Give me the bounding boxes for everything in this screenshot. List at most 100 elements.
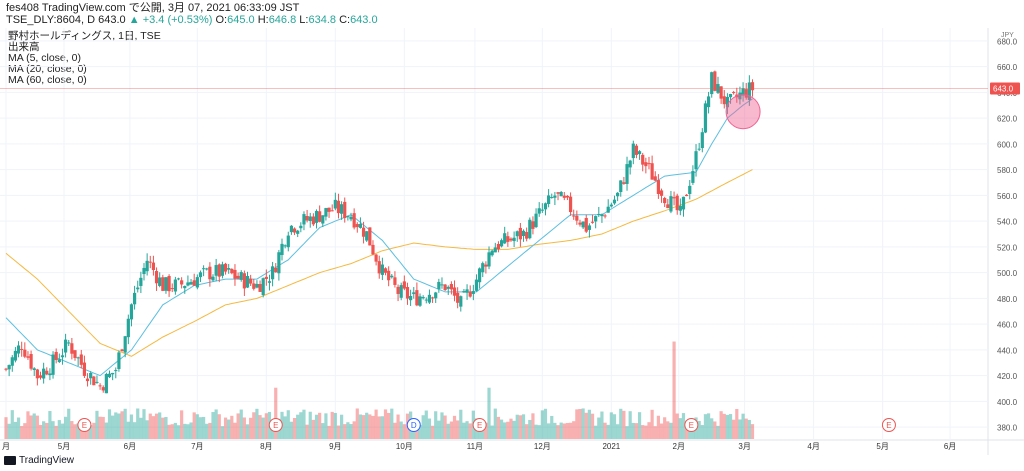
candle-body (10, 357, 14, 366)
candle-body (340, 204, 344, 214)
candle-body (478, 268, 482, 283)
volume-bar (302, 409, 306, 439)
candle-body (625, 164, 629, 184)
volume-bar (663, 417, 667, 439)
candle-body (644, 162, 648, 167)
candle-body (89, 372, 93, 379)
volume-bar (575, 409, 579, 439)
volume-bar (32, 413, 36, 439)
candle-body (236, 275, 240, 279)
candle-body (691, 171, 695, 183)
volume-bar (716, 425, 720, 439)
symbol: TSE_DLY:8604, D (6, 14, 96, 26)
volume-bar (73, 424, 77, 439)
candle-body (556, 192, 560, 194)
volume-bar (396, 414, 400, 439)
volume-bar (735, 408, 739, 439)
legend-ma60[interactable]: MA (60, close, 0) (8, 74, 87, 86)
volume-bar (161, 417, 165, 439)
candle-body (474, 279, 479, 291)
candle-body (409, 295, 413, 301)
volume-bar (647, 422, 651, 439)
volume-bar (89, 425, 93, 439)
candle-body (242, 273, 246, 289)
candle-body (647, 163, 651, 165)
candle-body (158, 277, 162, 286)
candle-body (694, 151, 698, 170)
volume-bar (16, 417, 21, 439)
event-marker (406, 418, 421, 432)
candle-body (713, 71, 717, 91)
candle-body (578, 222, 582, 225)
volume-bar (299, 412, 303, 439)
candle-body (493, 247, 497, 253)
volume-bar (669, 422, 673, 439)
open-label: O: (215, 14, 228, 26)
candle-body (76, 357, 80, 359)
candle-body (681, 196, 686, 210)
volume-bar (202, 416, 206, 439)
candle-body (719, 86, 723, 99)
candle-body (67, 342, 71, 344)
volume-bar (650, 409, 654, 439)
volume-bar (653, 426, 657, 439)
volume-bar (496, 416, 501, 439)
volume-bar (456, 420, 460, 439)
candle-body (145, 260, 149, 272)
volume-bar (104, 422, 108, 439)
candle-body (299, 225, 303, 229)
volume-bar (531, 413, 535, 439)
candle-body (198, 272, 203, 278)
candle-body (468, 291, 472, 297)
volume-bar (13, 421, 18, 439)
volume-bar (452, 415, 457, 439)
candle-body (23, 349, 27, 357)
volume-bar (603, 422, 607, 439)
volume-bar (434, 411, 438, 439)
event-marker (472, 418, 487, 432)
y-tick-label: 420.0 (997, 372, 1018, 381)
volume-bar (616, 424, 620, 439)
volume-bar (490, 425, 494, 439)
volume-bar (252, 412, 256, 439)
legend-ma5[interactable]: MA (5, close, 0) (8, 52, 81, 64)
volume-bar (67, 408, 71, 439)
volume-bar (568, 422, 573, 439)
candle-body (528, 219, 532, 239)
ma20-line (5, 98, 753, 377)
candle-body (274, 267, 278, 273)
volume-bar (173, 422, 177, 439)
candle-body (559, 191, 563, 197)
legend-title[interactable]: 野村ホールディングス, 1日, TSE (8, 30, 161, 42)
volume-bar (255, 408, 259, 439)
x-tick-label: 9月 (329, 442, 341, 451)
volume-bar (340, 414, 344, 439)
candle-body (622, 182, 626, 184)
high-label: H: (257, 14, 269, 26)
volume-bar (170, 424, 174, 439)
close-value: 643.0 (350, 14, 378, 26)
x-tick-label: 6月 (944, 442, 956, 451)
candle-body (738, 92, 742, 100)
candle-body (421, 297, 425, 299)
candle-body (437, 281, 441, 289)
candle-body (650, 163, 654, 180)
volume-bar (167, 424, 171, 439)
candle-body (333, 199, 337, 209)
tradingview-watermark: TradingView (4, 455, 74, 466)
legend-volume[interactable]: 出来高 (8, 41, 40, 53)
volume-bar (45, 422, 49, 439)
legend-ma20[interactable]: MA (20, close, 0) (8, 63, 87, 75)
volume-bar (481, 426, 485, 439)
candle-body (164, 277, 168, 291)
volume-bar (512, 420, 516, 439)
volume-bar (242, 417, 246, 439)
volume-bar (365, 412, 369, 439)
candle-body (26, 356, 30, 358)
candle-body (572, 215, 576, 217)
x-tick-label: 3月 (738, 442, 750, 451)
volume-bar (628, 411, 632, 439)
volume-bar (534, 424, 538, 439)
candle-body (261, 278, 265, 296)
